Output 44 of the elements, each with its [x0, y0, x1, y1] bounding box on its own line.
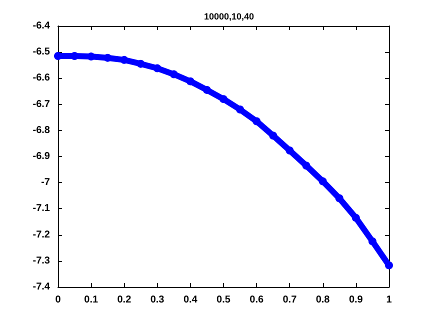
x-tick-label: 0.4	[183, 294, 198, 306]
point	[252, 117, 261, 126]
point	[368, 237, 376, 246]
y-tick-label: -7.4	[32, 282, 50, 292]
point	[87, 52, 96, 61]
point	[104, 54, 112, 62]
y-tick-label: -6.6	[32, 72, 50, 84]
point	[302, 162, 310, 170]
x-tick-label: 0.9	[348, 294, 364, 306]
point	[54, 52, 62, 60]
y-tick-label: -6.5	[32, 46, 50, 58]
point	[220, 95, 228, 104]
y-tick-label: -6.9	[32, 151, 50, 162]
point	[269, 132, 278, 140]
point	[136, 60, 145, 68]
point	[120, 56, 128, 64]
x-tick-label: 0.2	[117, 294, 132, 306]
x-tick-label: 0.6	[250, 294, 264, 306]
x-tick-label: 1	[386, 294, 392, 306]
x-tick-label: 0.1	[84, 294, 98, 306]
x-tick-label: 0.7	[282, 294, 298, 306]
point	[286, 146, 294, 154]
y-tick-label: -6.7	[32, 98, 50, 110]
point	[385, 261, 393, 270]
chart-title: 10000,10,40	[204, 12, 254, 22]
y-tick-label: -7.1	[32, 203, 50, 214]
x-tick-label: 0.3	[150, 294, 165, 306]
y-tick-label: -6.8	[32, 124, 50, 136]
y-tick-label: -7.2	[32, 229, 50, 240]
point	[318, 177, 327, 186]
point	[335, 194, 344, 202]
point	[170, 70, 178, 78]
point	[202, 86, 211, 94]
point	[352, 214, 360, 222]
point	[236, 106, 244, 114]
x-tick-label: 0.8	[316, 294, 330, 306]
x-tick-label: 0.5	[216, 294, 231, 306]
point	[186, 77, 194, 86]
x-tick-label: 0	[55, 294, 62, 306]
y-tick-label: -7	[41, 177, 50, 188]
point	[70, 52, 79, 60]
point	[153, 64, 162, 72]
y-tick-label: -7.3	[32, 255, 50, 266]
y-tick-label: -6.4	[32, 20, 50, 32]
